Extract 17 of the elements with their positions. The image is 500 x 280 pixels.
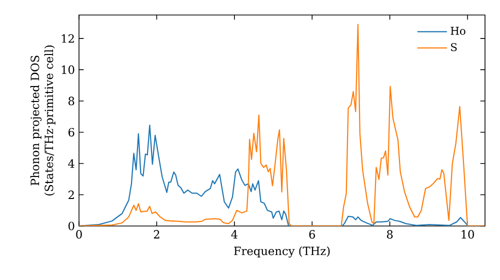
x-tick-label: 10 [462, 230, 474, 239]
legend-label: S [451, 43, 457, 52]
y-tick-label: 0 [68, 222, 74, 230]
y-axis-title: Phonon projected DOS (States/THz·primitive cell) [30, 46, 56, 196]
x-tick-label: 4 [231, 230, 238, 238]
x-tick-label: 2 [154, 230, 160, 238]
x-tick-label: 8 [386, 230, 393, 239]
y-tick-label: 4 [68, 159, 74, 168]
y-tick-label: 2 [68, 190, 74, 199]
y-tick-label: 8 [68, 96, 74, 106]
y-tick-label: 10 [62, 65, 74, 74]
x-tick-label: 0 [76, 230, 82, 239]
x-axis-title: Frequency (THz) [234, 246, 330, 258]
y-tick-label: 12 [62, 34, 74, 43]
legend-label: Ho [450, 26, 466, 35]
x-tick-label: 6 [309, 230, 316, 239]
y-tick-label: 6 [68, 128, 74, 137]
